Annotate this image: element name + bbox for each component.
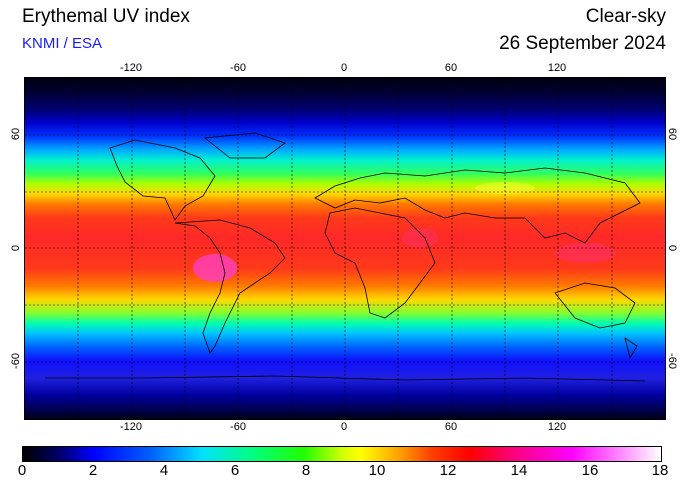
colorbar-tick: 8	[301, 462, 311, 479]
colorbar-tick: 0	[17, 462, 27, 479]
colorbar-tick: 12	[439, 462, 457, 479]
sky-mode-label: Clear-sky	[585, 6, 666, 27]
left-lat-tick: 60	[10, 127, 22, 141]
graticule-lines	[25, 78, 665, 419]
bottom-lon-tick: 0	[340, 421, 348, 433]
uv-hotspot	[555, 243, 615, 263]
left-lat-tick: -60	[10, 353, 22, 369]
map-graticule	[25, 78, 665, 419]
bottom-lon-tick: 120	[547, 421, 567, 433]
top-lon-tick: 0	[340, 62, 348, 74]
colorbar-tick: 4	[159, 462, 169, 479]
uv-index-map	[24, 77, 666, 420]
colorbar-tick: 10	[368, 462, 386, 479]
colorbar-tick: 2	[88, 462, 98, 479]
colorbar-tick: 14	[510, 462, 528, 479]
map-title: Erythemal UV index	[22, 6, 190, 27]
right-lat-tick: -60	[666, 353, 678, 369]
date-label: 26 September 2024	[499, 33, 666, 54]
left-lat-tick: 0	[10, 244, 22, 252]
right-lat-tick: 0	[666, 244, 678, 252]
colorbar-tick: 6	[230, 462, 240, 479]
top-lon-tick: 60	[444, 62, 458, 74]
colorbar-tick: 18	[651, 462, 669, 479]
uv-colorbar	[22, 446, 662, 462]
credit-label: KNMI / ESA	[22, 35, 103, 52]
bottom-lon-tick: 60	[444, 421, 458, 433]
uv-hotspot	[402, 228, 438, 248]
top-lon-tick: 120	[547, 62, 567, 74]
right-lat-tick: 60	[666, 127, 678, 141]
top-lon-tick: -60	[230, 62, 246, 74]
colorbar-tick: 16	[581, 462, 599, 479]
bottom-lon-tick: -60	[230, 421, 246, 433]
bottom-lon-tick: -120	[119, 421, 143, 433]
uv-hotspot	[193, 254, 237, 282]
top-lon-tick: -120	[119, 62, 143, 74]
